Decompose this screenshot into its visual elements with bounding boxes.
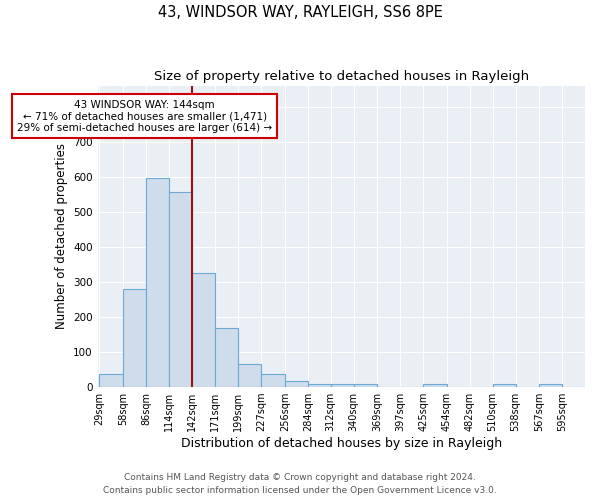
Bar: [238, 364, 261, 387]
Bar: [493, 384, 515, 387]
Bar: [308, 384, 331, 387]
Bar: [146, 178, 169, 387]
Y-axis label: Number of detached properties: Number of detached properties: [55, 144, 68, 330]
Bar: [169, 192, 192, 387]
Title: Size of property relative to detached houses in Rayleigh: Size of property relative to detached ho…: [154, 70, 529, 83]
Bar: [423, 384, 447, 387]
X-axis label: Distribution of detached houses by size in Rayleigh: Distribution of detached houses by size …: [181, 437, 502, 450]
Bar: [331, 384, 353, 387]
Bar: [353, 384, 377, 387]
Bar: [192, 273, 215, 387]
Bar: [123, 289, 146, 387]
Bar: [285, 381, 308, 387]
Bar: [100, 374, 123, 387]
Bar: [261, 374, 285, 387]
Text: 43, WINDSOR WAY, RAYLEIGH, SS6 8PE: 43, WINDSOR WAY, RAYLEIGH, SS6 8PE: [158, 5, 442, 20]
Bar: [539, 384, 562, 387]
Bar: [215, 328, 238, 387]
Text: Contains HM Land Registry data © Crown copyright and database right 2024.
Contai: Contains HM Land Registry data © Crown c…: [103, 474, 497, 495]
Text: 43 WINDSOR WAY: 144sqm
← 71% of detached houses are smaller (1,471)
29% of semi-: 43 WINDSOR WAY: 144sqm ← 71% of detached…: [17, 100, 272, 133]
